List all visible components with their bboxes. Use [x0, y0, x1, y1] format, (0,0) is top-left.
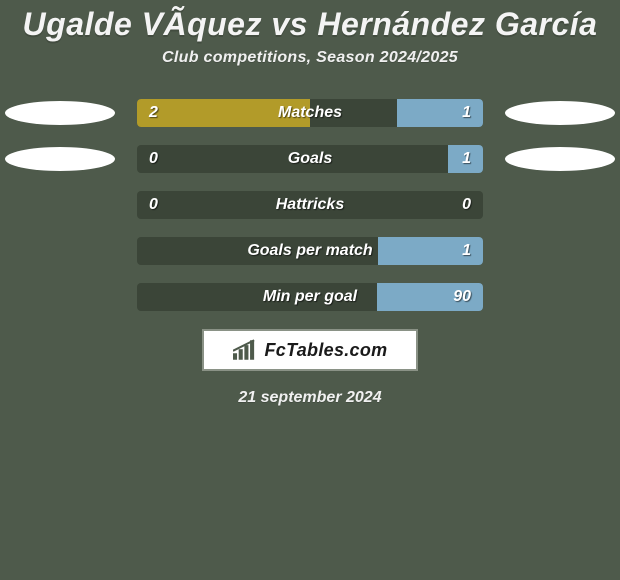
bar-right — [378, 237, 483, 265]
stat-row: Goals per match1 — [0, 237, 620, 265]
bar-track — [137, 283, 483, 311]
comparison-infographic: Ugalde VÃquez vs Hernández García Club c… — [0, 0, 620, 580]
date-text: 21 september 2024 — [0, 389, 620, 407]
bar-right — [377, 283, 483, 311]
stat-row: Goals01 — [0, 145, 620, 173]
stat-row: Hattricks00 — [0, 191, 620, 219]
bar-track — [137, 99, 483, 127]
bar-right — [448, 145, 483, 173]
subtitle: Club competitions, Season 2024/2025 — [0, 49, 620, 67]
player-left-photo — [5, 101, 115, 125]
player-right-photo — [505, 147, 615, 171]
footer-brand-text: FcTables.com — [265, 340, 388, 361]
bar-right — [397, 99, 484, 127]
bar-track — [137, 191, 483, 219]
stat-rows: Matches21 Goals01 Hattricks00 Goals per mat… — [0, 99, 620, 311]
player-right-photo — [505, 101, 615, 125]
bar-chart-icon — [233, 339, 259, 361]
stat-row: Min per goal90 — [0, 283, 620, 311]
bar-track — [137, 145, 483, 173]
player-left-photo — [5, 147, 115, 171]
footer-logo: FcTables.com — [202, 329, 418, 371]
stat-row: Matches21 — [0, 99, 620, 127]
bar-left — [137, 99, 310, 127]
page-title: Ugalde VÃquez vs Hernández García — [0, 6, 620, 43]
bar-track — [137, 237, 483, 265]
